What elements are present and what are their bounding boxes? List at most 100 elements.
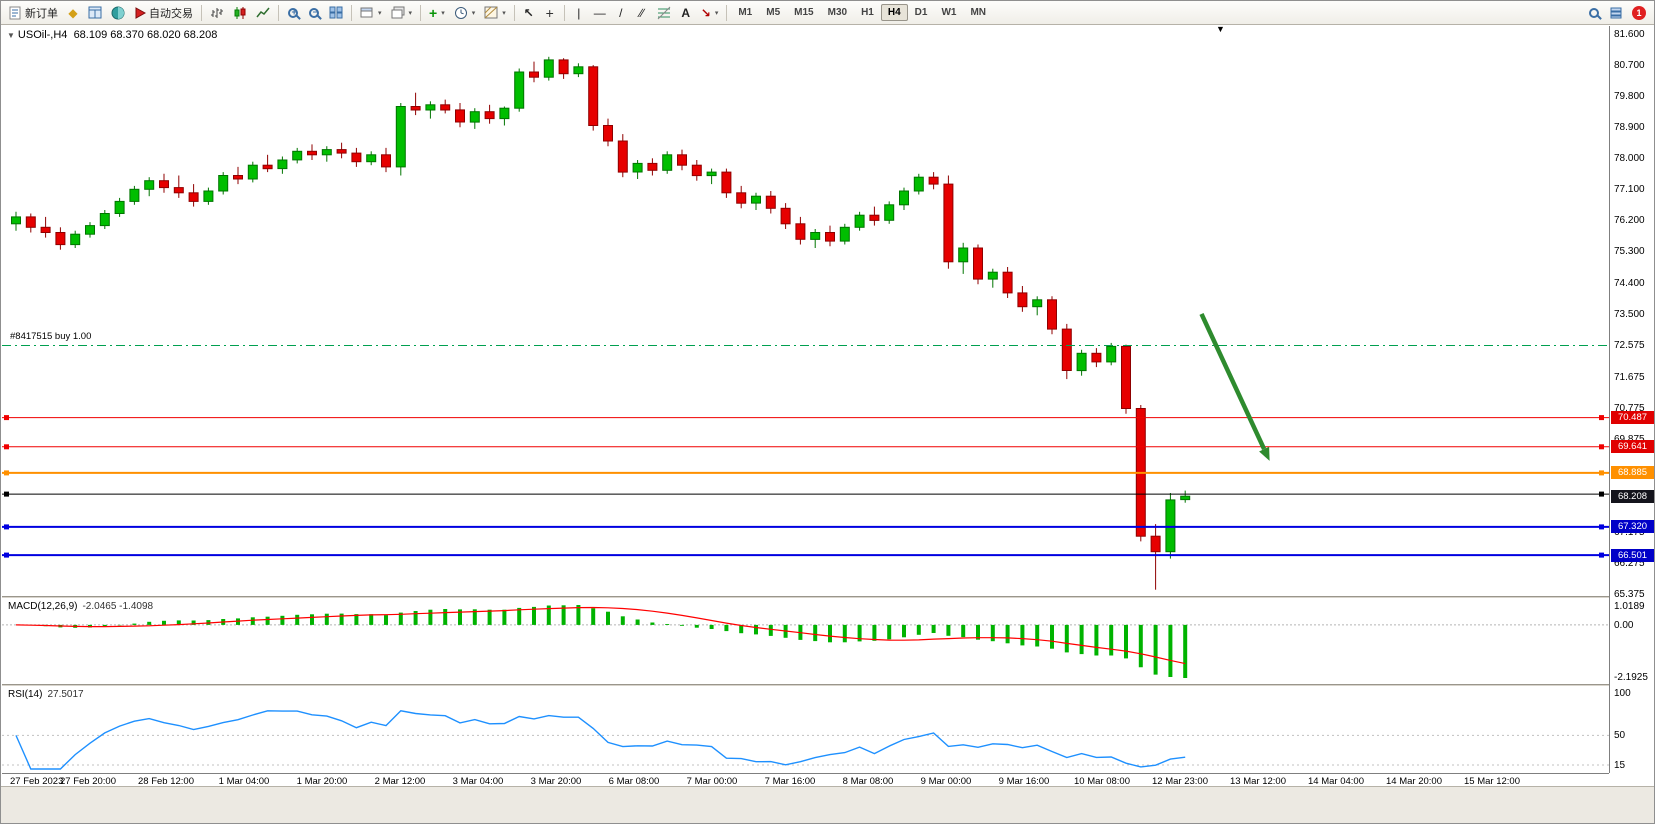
templates-button[interactable]: ▾ — [480, 3, 510, 23]
trendline-button[interactable]: / — [611, 3, 631, 23]
candle-body — [899, 190, 909, 206]
navigator-button[interactable] — [107, 3, 129, 23]
dropdown-caret-icon: ▾ — [714, 9, 719, 17]
dropdown-caret-icon: ▾ — [471, 9, 476, 17]
candlestick-chart-button[interactable] — [229, 3, 251, 23]
bar-chart-icon — [211, 7, 223, 18]
resistance-line-2[interactable] — [2, 444, 1609, 450]
timeframe-m1-button[interactable]: M1 — [738, 7, 753, 18]
new-order-button[interactable]: 新订单 — [5, 3, 62, 23]
position-label: #8417515 buy 1.00 — [10, 331, 92, 343]
toolbar-separator — [726, 4, 728, 21]
arrows-tool-button[interactable]: ↘ ▾ — [697, 3, 723, 23]
candle-body — [647, 162, 658, 171]
zoom-out-button[interactable]: − — [304, 3, 324, 23]
candle-body — [1121, 345, 1131, 409]
black-level-line[interactable] — [2, 491, 1609, 497]
price-tick: 76.200 — [1614, 215, 1645, 227]
pane-splitter[interactable] — [2, 596, 1654, 599]
chart-menu-icon[interactable]: ▼ — [7, 31, 15, 40]
rsi-pane[interactable]: RSI(14) 27.5017 — [2, 687, 1609, 773]
toolbar-separator — [351, 4, 352, 21]
support-line-2[interactable] — [2, 552, 1609, 558]
indicators-button[interactable]: + ▾ — [425, 3, 449, 23]
timeframe-m15-button[interactable]: M15 — [794, 7, 814, 18]
zoom-in-button[interactable]: + — [283, 3, 303, 23]
line-handle — [1599, 444, 1604, 450]
candle-body — [1061, 328, 1072, 372]
pane-splitter[interactable] — [2, 684, 1654, 687]
new-chart-button[interactable]: ▾ — [356, 3, 386, 23]
chart-window: ▼ USOil-,H4 68.109 68.370 68.020 68.208 #… — [2, 24, 1654, 788]
timeframe-mn-button[interactable]: MN — [970, 7, 987, 18]
line-handle — [1599, 491, 1604, 497]
line-handle — [1599, 524, 1604, 530]
line-chart-button[interactable] — [252, 3, 274, 23]
candle-body — [1180, 495, 1191, 501]
profiles-button[interactable]: ▾ — [387, 3, 417, 23]
periods-button[interactable]: ▾ — [450, 3, 480, 23]
line-handle — [4, 552, 9, 558]
time-tick: 14 Mar 04:00 — [1308, 776, 1364, 787]
new-chart-icon — [360, 7, 373, 18]
timeframe-h1-button[interactable]: H1 — [861, 7, 874, 18]
market-watch-button[interactable]: ◆ — [63, 3, 83, 23]
main-chart-pane[interactable]: ▼ USOil-,H4 68.109 68.370 68.020 68.208 #… — [2, 24, 1609, 596]
notifications-button[interactable]: 1 — [1628, 3, 1650, 23]
autotrading-button[interactable]: 自动交易 — [130, 3, 197, 23]
tile-windows-button[interactable] — [325, 3, 347, 23]
bar-chart-button[interactable] — [206, 3, 228, 23]
rsi-canvas — [2, 710, 1609, 770]
price-tick: 72.575 — [1614, 340, 1645, 352]
candle-body — [691, 164, 702, 177]
candle-body — [1002, 271, 1013, 294]
fibonacci-button[interactable] — [653, 3, 675, 23]
toolbar-separator — [278, 4, 279, 21]
cursor-icon: ↖ — [523, 5, 534, 20]
time-tick: 1 Mar 20:00 — [296, 776, 348, 787]
crosshair-icon: + — [545, 4, 554, 21]
orange-level-line[interactable] — [2, 470, 1609, 476]
time-axis[interactable]: 27 Feb 2023 27 Feb 20:00 28 Feb 12:00 1 Mar… — [2, 773, 1609, 788]
candle-body — [1047, 299, 1057, 330]
candle-body — [973, 247, 983, 280]
text-tool-button[interactable]: A — [676, 3, 696, 23]
vertical-line-button[interactable]: | — [569, 3, 589, 23]
crosshair-button[interactable]: + — [540, 3, 560, 23]
candle-body — [514, 71, 525, 109]
candle-body — [529, 71, 539, 78]
support-line-1[interactable] — [2, 524, 1609, 530]
candle-body — [410, 106, 421, 111]
chart-shift-marker-icon[interactable]: ▼ — [1216, 24, 1225, 34]
timeframe-w1-button[interactable]: W1 — [941, 7, 957, 18]
timeframe-h4-button[interactable]: H4 — [880, 4, 908, 21]
status-area — [1, 786, 1654, 823]
candle-body — [203, 190, 214, 202]
price-tick: 73.500 — [1614, 308, 1645, 320]
candle-body — [884, 204, 895, 221]
cursor-button[interactable]: ↖ — [519, 3, 539, 23]
timeframe-m5-button[interactable]: M5 — [766, 7, 781, 18]
macd-pane[interactable]: MACD(12,26,9) -2.0465 -1.4098 — [2, 599, 1609, 684]
layers-button[interactable] — [1605, 3, 1627, 23]
candle-body — [336, 149, 347, 154]
search-button[interactable] — [1584, 3, 1604, 23]
candle-body — [1076, 352, 1087, 372]
macd-scale-min: -2.1925 — [1614, 672, 1648, 683]
zoom-in-icon: + — [288, 7, 298, 18]
navigator-icon — [111, 6, 125, 19]
candle-body — [85, 225, 95, 235]
candle-body — [1165, 499, 1176, 553]
candle-body — [307, 150, 317, 156]
text-tool-icon: A — [681, 5, 691, 20]
resistance-line-1[interactable] — [2, 415, 1609, 421]
candle-body — [277, 159, 288, 170]
channel-button[interactable]: ∕∕ — [632, 3, 652, 23]
price-axis[interactable]: 81.600 80.700 79.800 78.900 78.000 77.100 76.2… — [1609, 26, 1654, 773]
data-window-button[interactable] — [84, 3, 106, 23]
horizontal-line-button[interactable]: — — [590, 3, 610, 23]
timeframe-m30-button[interactable]: M30 — [827, 7, 848, 18]
trend-arrow[interactable] — [1199, 312, 1270, 461]
timeframe-d1-button[interactable]: D1 — [914, 7, 928, 18]
